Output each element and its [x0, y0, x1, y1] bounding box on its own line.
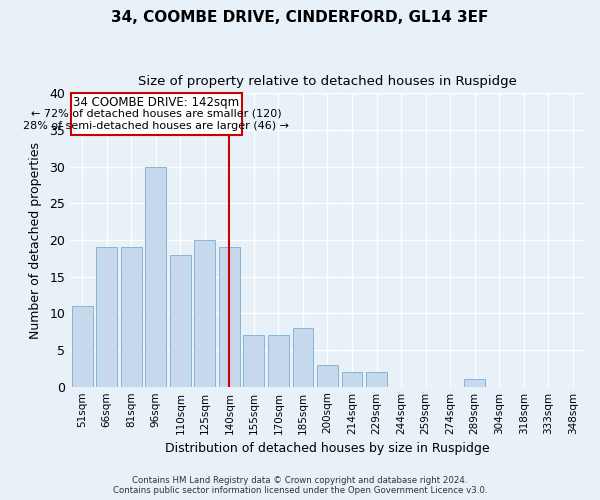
Text: 28% of semi-detached houses are larger (46) →: 28% of semi-detached houses are larger (…	[23, 120, 289, 130]
Text: 34, COOMBE DRIVE, CINDERFORD, GL14 3EF: 34, COOMBE DRIVE, CINDERFORD, GL14 3EF	[112, 10, 488, 25]
Bar	[268, 336, 289, 386]
Bar	[145, 166, 166, 386]
Bar	[121, 248, 142, 386]
Bar	[194, 240, 215, 386]
Bar	[317, 364, 338, 386]
Text: Contains HM Land Registry data © Crown copyright and database right 2024.
Contai: Contains HM Land Registry data © Crown c…	[113, 476, 487, 495]
Bar	[293, 328, 313, 386]
Bar	[97, 248, 117, 386]
Bar	[170, 254, 191, 386]
Title: Size of property relative to detached houses in Ruspidge: Size of property relative to detached ho…	[138, 75, 517, 88]
Bar	[244, 336, 265, 386]
Bar	[72, 306, 92, 386]
Y-axis label: Number of detached properties: Number of detached properties	[29, 142, 42, 338]
Bar	[341, 372, 362, 386]
Bar	[219, 248, 240, 386]
Bar	[464, 380, 485, 386]
Text: 34 COOMBE DRIVE: 142sqm: 34 COOMBE DRIVE: 142sqm	[73, 96, 239, 108]
Bar	[366, 372, 387, 386]
FancyBboxPatch shape	[71, 94, 242, 135]
X-axis label: Distribution of detached houses by size in Ruspidge: Distribution of detached houses by size …	[165, 442, 490, 455]
Text: ← 72% of detached houses are smaller (120): ← 72% of detached houses are smaller (12…	[31, 109, 282, 119]
